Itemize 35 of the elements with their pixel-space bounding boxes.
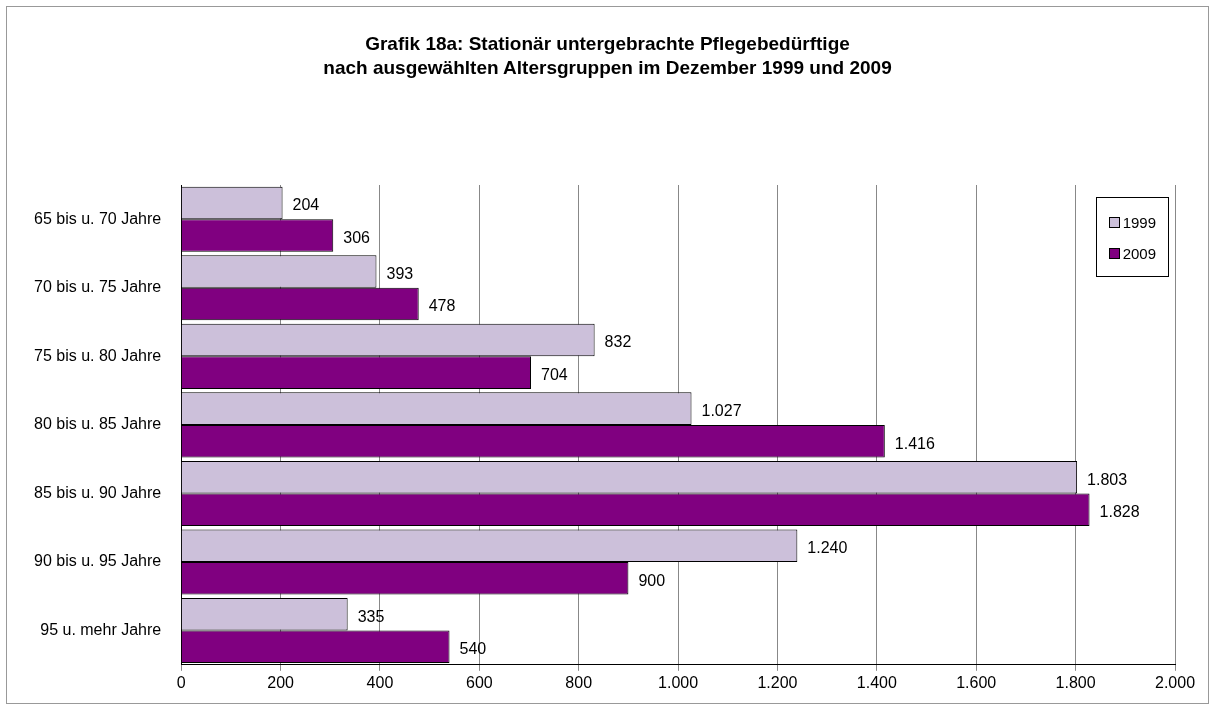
y-tick-label: 70 bis u. 75 Jahre <box>33 278 162 296</box>
x-tick-label: 1.000 <box>658 673 699 691</box>
data-label: 540 <box>459 640 487 658</box>
x-tick-label: 200 <box>267 673 295 691</box>
data-label: 1.803 <box>1087 470 1128 488</box>
data-label: 204 <box>292 196 320 214</box>
data-label: 306 <box>343 228 371 246</box>
x-tick-label: 600 <box>465 673 493 691</box>
data-label: 1.027 <box>701 402 742 420</box>
legend-label: 2009 <box>1122 245 1156 262</box>
data-label: 704 <box>541 366 568 384</box>
y-tick-label: 75 bis u. 80 Jahre <box>33 346 162 364</box>
data-label: 1.828 <box>1099 503 1140 521</box>
x-tick-label: 800 <box>565 673 593 691</box>
data-label: 832 <box>604 333 632 351</box>
y-tick-label: 65 bis u. 70 Jahre <box>33 209 162 227</box>
x-tick-label: 1.600 <box>956 673 997 691</box>
x-tick-label: 0 <box>176 673 186 691</box>
y-tick-label: 80 bis u. 85 Jahre <box>33 415 162 433</box>
data-label: 1.416 <box>894 434 935 452</box>
x-tick-label: 1.400 <box>856 673 897 691</box>
chart-title: Grafik 18a: Stationär untergebrachte Pflegebedürftige nach ausgewählten Altersgruppen im Dezember 1999 und 2009 <box>322 32 893 80</box>
y-tick-label: 95 u. mehr Jahre <box>40 620 162 638</box>
y-tick-label: 85 bis u. 90 Jahre <box>33 483 162 501</box>
y-tick-label: 90 bis u. 95 Jahre <box>33 552 162 570</box>
x-tick-label: 1.800 <box>1055 673 1096 691</box>
data-label: 1.240 <box>807 539 848 557</box>
data-label: 393 <box>386 264 414 282</box>
data-label: 478 <box>428 297 456 315</box>
x-tick-label: 1.200 <box>757 673 798 691</box>
x-tick-label: 2.000 <box>1154 673 1196 691</box>
data-label: 335 <box>357 607 385 625</box>
x-tick-label: 400 <box>366 673 394 691</box>
legend-label: 1999 <box>1122 214 1156 231</box>
data-label: 900 <box>638 571 666 589</box>
